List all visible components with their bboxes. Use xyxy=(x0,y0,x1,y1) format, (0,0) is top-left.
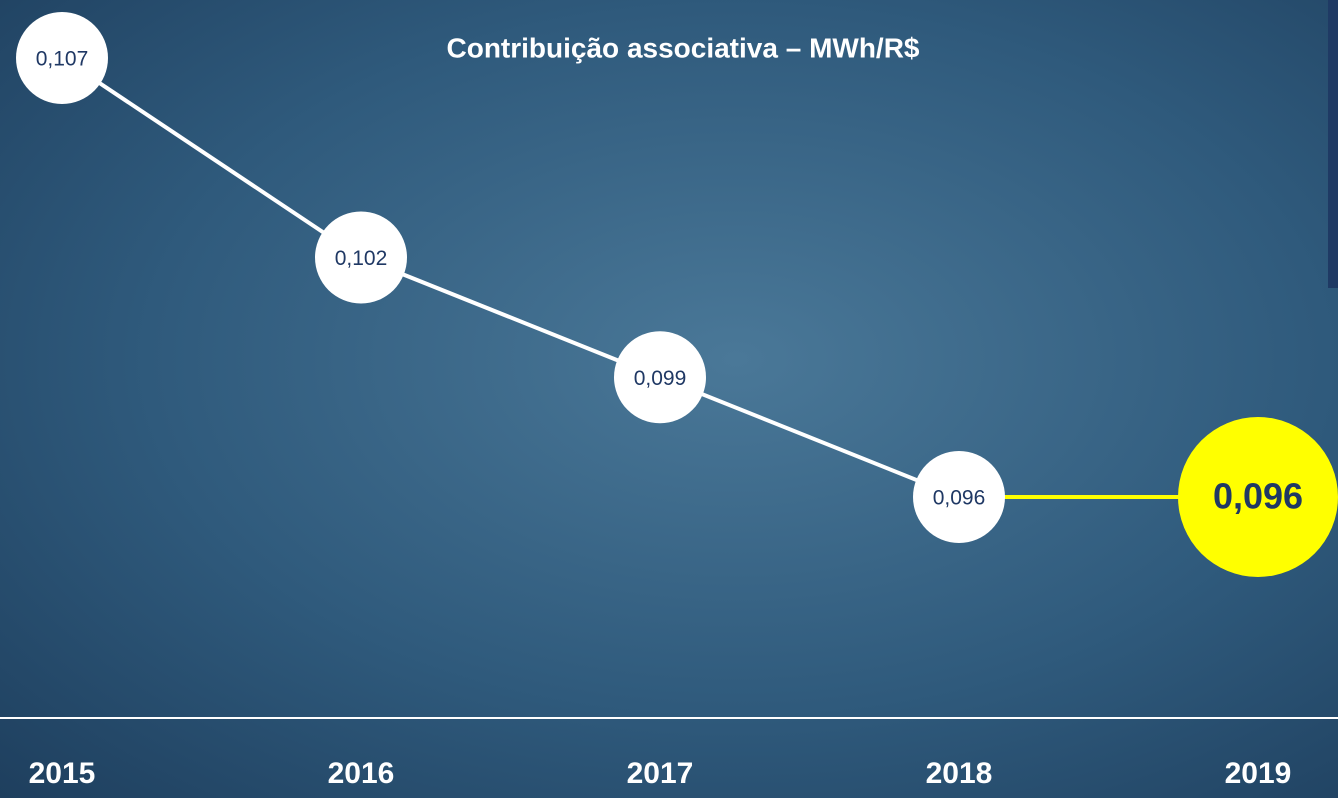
x-tick-label: 2019 xyxy=(1225,757,1292,790)
line-segment xyxy=(659,375,960,499)
line-segment xyxy=(60,56,363,260)
data-label: 0,107 xyxy=(36,48,89,71)
x-tick-label: 2017 xyxy=(627,757,694,790)
x-tick-label: 2016 xyxy=(328,757,395,790)
data-label: 0,102 xyxy=(335,247,388,270)
point xyxy=(913,451,1005,543)
x-tick-label: 2018 xyxy=(926,757,993,790)
point xyxy=(614,331,706,424)
point xyxy=(315,211,407,304)
data-label: 0,099 xyxy=(634,367,687,390)
side-panel xyxy=(1328,0,1338,288)
data-label: 0,096 xyxy=(933,487,986,510)
x-tick-label: 2015 xyxy=(29,757,96,790)
data-label: 0,096 xyxy=(1213,476,1303,517)
line-segment xyxy=(360,255,661,380)
point xyxy=(1178,417,1338,577)
point xyxy=(16,12,108,104)
chart-title: Contribuição associativa – MWh/R$ xyxy=(447,32,920,63)
